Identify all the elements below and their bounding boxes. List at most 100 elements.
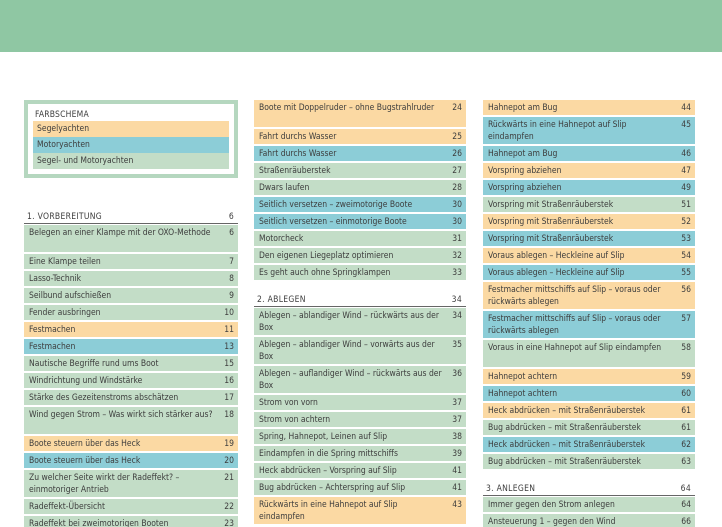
toc-entry: Heck abdrücken – mit Straßenräuberstek 62 bbox=[483, 437, 695, 452]
toc-entry-title: Vorspring abziehen bbox=[488, 183, 562, 193]
toc-entry-title: Fahrt durchs Wasser bbox=[259, 132, 337, 142]
section-spacer bbox=[483, 471, 695, 482]
toc-entry-page-number: 20 bbox=[224, 456, 234, 466]
toc-entry-page-number: 66 bbox=[681, 517, 691, 527]
toc-entry: Den eigenen Liegeplatz optimieren 32 bbox=[254, 248, 466, 263]
toc-entry-page-number: 10 bbox=[224, 308, 234, 318]
toc-entry: Wind gegen Strom – Was wirkt sich stärke… bbox=[24, 407, 238, 434]
section-page-number: 6 bbox=[228, 212, 234, 222]
toc-entry-title: Boote steuern über das Heck bbox=[29, 456, 141, 466]
toc-entry-title: Den eigenen Liegeplatz optimieren bbox=[259, 251, 394, 261]
toc-entry-title: Festmacher mittschiffs auf Slip – voraus… bbox=[488, 314, 661, 336]
toc-entry-title: Ablegen – auflandiger Wind – rückwärts a… bbox=[259, 369, 442, 391]
toc-entry: Hahnepot am Bug 46 bbox=[483, 146, 695, 161]
toc-entry-title: Seitlich versetzen – einmotorige Boote bbox=[259, 217, 407, 227]
toc-entry: Radeffekt-Übersicht 22 bbox=[24, 499, 238, 514]
toc-entry: Fender ausbringen 10 bbox=[24, 305, 238, 320]
toc-entry-page-number: 49 bbox=[681, 183, 691, 193]
toc-entry-page-number: 57 bbox=[681, 314, 691, 324]
toc-entry-title: Eindampfen in die Spring mittschiffs bbox=[259, 449, 398, 459]
toc-entry-page-number: 46 bbox=[681, 149, 691, 159]
toc-entry-title: Fender ausbringen bbox=[29, 308, 101, 318]
toc-entry-page-number: 8 bbox=[229, 274, 234, 284]
section-spacer bbox=[254, 282, 466, 293]
section-heading: 1. VORBEREITUNG 6 bbox=[24, 210, 238, 224]
toc-entry: Boote steuern über das Heck 19 bbox=[24, 436, 238, 451]
toc-entry: Eine Klampe teilen 7 bbox=[24, 254, 238, 269]
toc-entry-page-number: 17 bbox=[224, 393, 234, 403]
toc-entry-title: Rückwärts in eine Hahnepot auf Slip eind… bbox=[259, 500, 398, 522]
toc-entry-title: Radeffekt-Übersicht bbox=[29, 502, 105, 512]
toc-entry: Vorspring mit Straßenräuberstek 51 bbox=[483, 197, 695, 212]
toc-entry-title: Boote steuern über das Heck bbox=[29, 439, 141, 449]
toc-entry-title: Festmachen bbox=[29, 325, 76, 335]
toc-entry: Eindampfen in die Spring mittschiffs 39 bbox=[254, 446, 466, 461]
toc-entry-page-number: 59 bbox=[681, 372, 691, 382]
toc-entry: Dwars laufen 28 bbox=[254, 180, 466, 195]
toc-entry: Bug abdrücken – mit Straßenräuberstek 61 bbox=[483, 420, 695, 435]
color-legend: FARBSCHEMA Segelyachten Motoryachten Seg… bbox=[24, 100, 238, 178]
toc-entry-page-number: 30 bbox=[452, 200, 462, 210]
toc-entry-page-number: 45 bbox=[681, 120, 691, 130]
toc-entry-page-number: 53 bbox=[681, 234, 691, 244]
toc-entry: Vorspring abziehen 49 bbox=[483, 180, 695, 195]
toc-entry-title: Hahnepot am Bug bbox=[488, 103, 558, 113]
toc-entry-page-number: 37 bbox=[452, 398, 462, 408]
toc-entry-title: Hahnepot achtern bbox=[488, 389, 558, 399]
toc-entry-page-number: 41 bbox=[452, 466, 462, 476]
toc-entry-title: Voraus ablegen – Heckleine auf Slip bbox=[488, 268, 625, 278]
toc-entry-title: Hahnepot achtern bbox=[488, 372, 558, 382]
toc-entry-title: Bug abdrücken – mit Straßenräuberstek bbox=[488, 423, 641, 433]
toc-entry-title: Festmachen bbox=[29, 342, 76, 352]
toc-entry: Stärke des Gezeitenstroms abschätzen 17 bbox=[24, 390, 238, 405]
section-heading: 2. ABLEGEN 34 bbox=[254, 293, 466, 307]
toc-entry-page-number: 13 bbox=[224, 342, 234, 352]
toc-entry-title: Motorcheck bbox=[259, 234, 304, 244]
toc-entry: Bug abdrücken – mit Straßenräuberstek 63 bbox=[483, 454, 695, 469]
toc-entry-page-number: 41 bbox=[452, 483, 462, 493]
toc-entry-title: Hahnepot am Bug bbox=[488, 149, 558, 159]
toc-entry-page-number: 26 bbox=[452, 149, 462, 159]
toc-entry-title: Seitlich versetzen – zweimotorige Boote bbox=[259, 200, 413, 210]
toc-entry-title: Straßenräuberstek bbox=[259, 166, 331, 176]
toc-column-2: Boote mit Doppelruder – ohne Bugstrahlru… bbox=[254, 100, 466, 526]
toc-entry-title: Bug abdrücken – mit Straßenräuberstek bbox=[488, 457, 641, 467]
toc-entry-title: Heck abdrücken – mit Straßenräuberstek bbox=[488, 440, 646, 450]
section-title: 3. ANLEGEN bbox=[486, 484, 536, 494]
toc-entry-title: Windrichtung und Windstärke bbox=[29, 376, 143, 386]
toc-entry-page-number: 63 bbox=[681, 457, 691, 467]
toc-entry-page-number: 7 bbox=[229, 257, 234, 267]
section-title: 1. VORBEREITUNG bbox=[27, 212, 103, 222]
toc-entry-title: Voraus in eine Hahnepot auf Slip eindamp… bbox=[488, 343, 662, 353]
toc-entry: Vorspring mit Straßenräuberstek 52 bbox=[483, 214, 695, 229]
toc-entry: Spring, Hahnepot, Leinen auf Slip 38 bbox=[254, 429, 466, 444]
toc-entry: Belegen an einer Klampe mit der OXO-Meth… bbox=[24, 225, 238, 252]
toc-entry: Festmacher mittschiffs auf Slip – voraus… bbox=[483, 282, 695, 309]
toc-entry-title: Belegen an einer Klampe mit der OXO-Meth… bbox=[29, 228, 211, 238]
legend-row-segelyachten: Segelyachten bbox=[33, 121, 229, 137]
toc-entry-page-number: 21 bbox=[224, 473, 234, 483]
legend-row-segel-und-motoryachten: Segel- und Motoryachten bbox=[33, 153, 229, 169]
toc-entry-page-number: 24 bbox=[452, 103, 462, 113]
toc-entry-title: Radeffekt bei zweimotorigen Booten bbox=[29, 519, 169, 527]
toc-entry-title: Seilbund aufschießen bbox=[29, 291, 112, 301]
toc-entry-title: Immer gegen den Strom anlegen bbox=[488, 500, 615, 510]
toc-entry: Bug abdrücken – Achterspring auf Slip 41 bbox=[254, 480, 466, 495]
toc-entry-page-number: 60 bbox=[681, 389, 691, 399]
toc-entry-title: Spring, Hahnepot, Leinen auf Slip bbox=[259, 432, 388, 442]
toc-entry: Immer gegen den Strom anlegen 64 bbox=[483, 497, 695, 512]
toc-entry: Radeffekt bei zweimotorigen Booten 23 bbox=[24, 516, 238, 527]
toc-entry-title: Heck abdrücken – mit Straßenräuberstek bbox=[488, 406, 646, 416]
toc-entry-page-number: 19 bbox=[224, 439, 234, 449]
toc-entry-page-number: 16 bbox=[224, 376, 234, 386]
toc-entry-title: Eine Klampe teilen bbox=[29, 257, 101, 267]
toc-entry-page-number: 35 bbox=[452, 340, 462, 350]
toc-entry-page-number: 9 bbox=[229, 291, 234, 301]
toc-entry-title: Nautische Begriffe rund ums Boot bbox=[29, 359, 159, 369]
toc-entry-title: Rückwärts in eine Hahnepot auf Slip eind… bbox=[488, 120, 627, 142]
toc-entry-title: Ablegen – ablandiger Wind – rückwärts au… bbox=[259, 311, 439, 333]
toc-entry-page-number: 62 bbox=[681, 440, 691, 450]
section-heading: 3. ANLEGEN 64 bbox=[483, 482, 695, 496]
header-band bbox=[0, 0, 722, 52]
toc-entry-page-number: 52 bbox=[681, 217, 691, 227]
